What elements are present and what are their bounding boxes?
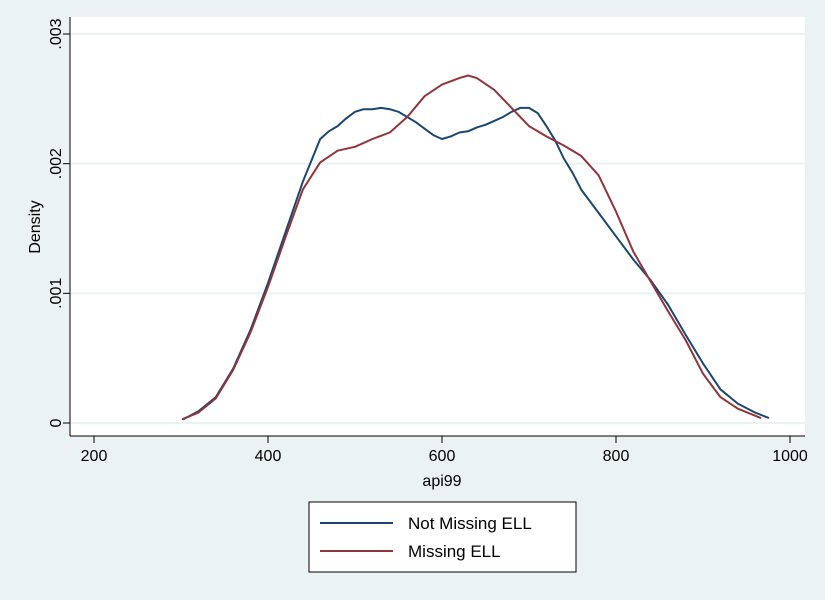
y-ticks: 0 .001 .002 .003 — [48, 18, 70, 427]
y-tick-label: .003 — [48, 18, 65, 49]
x-tick-label: 200 — [81, 448, 108, 465]
x-axis-title: api99 — [422, 473, 461, 490]
x-tick-label: 800 — [603, 448, 630, 465]
y-tick-label: .002 — [48, 148, 65, 179]
y-axis-title: Density — [27, 200, 44, 253]
series-line-missing-ell — [181, 74, 762, 421]
x-tick-label: 400 — [255, 448, 282, 465]
x-tick-label: 1000 — [772, 448, 808, 465]
legend-label-missing: Missing ELL — [408, 542, 501, 561]
grid-lines — [70, 33, 805, 424]
series-lines — [181, 74, 770, 421]
y-tick-label: .001 — [48, 278, 65, 309]
legend-label-not-missing: Not Missing ELL — [408, 514, 532, 533]
series-line-not-missing-ell — [182, 106, 770, 421]
legend: Not Missing ELL Missing ELL — [308, 501, 577, 573]
plot-area — [70, 17, 805, 436]
legend-box — [308, 501, 577, 573]
y-tick-label: 0 — [48, 418, 65, 427]
x-ticks: 200 400 600 800 1000 — [81, 436, 808, 465]
x-tick-label: 600 — [429, 448, 456, 465]
